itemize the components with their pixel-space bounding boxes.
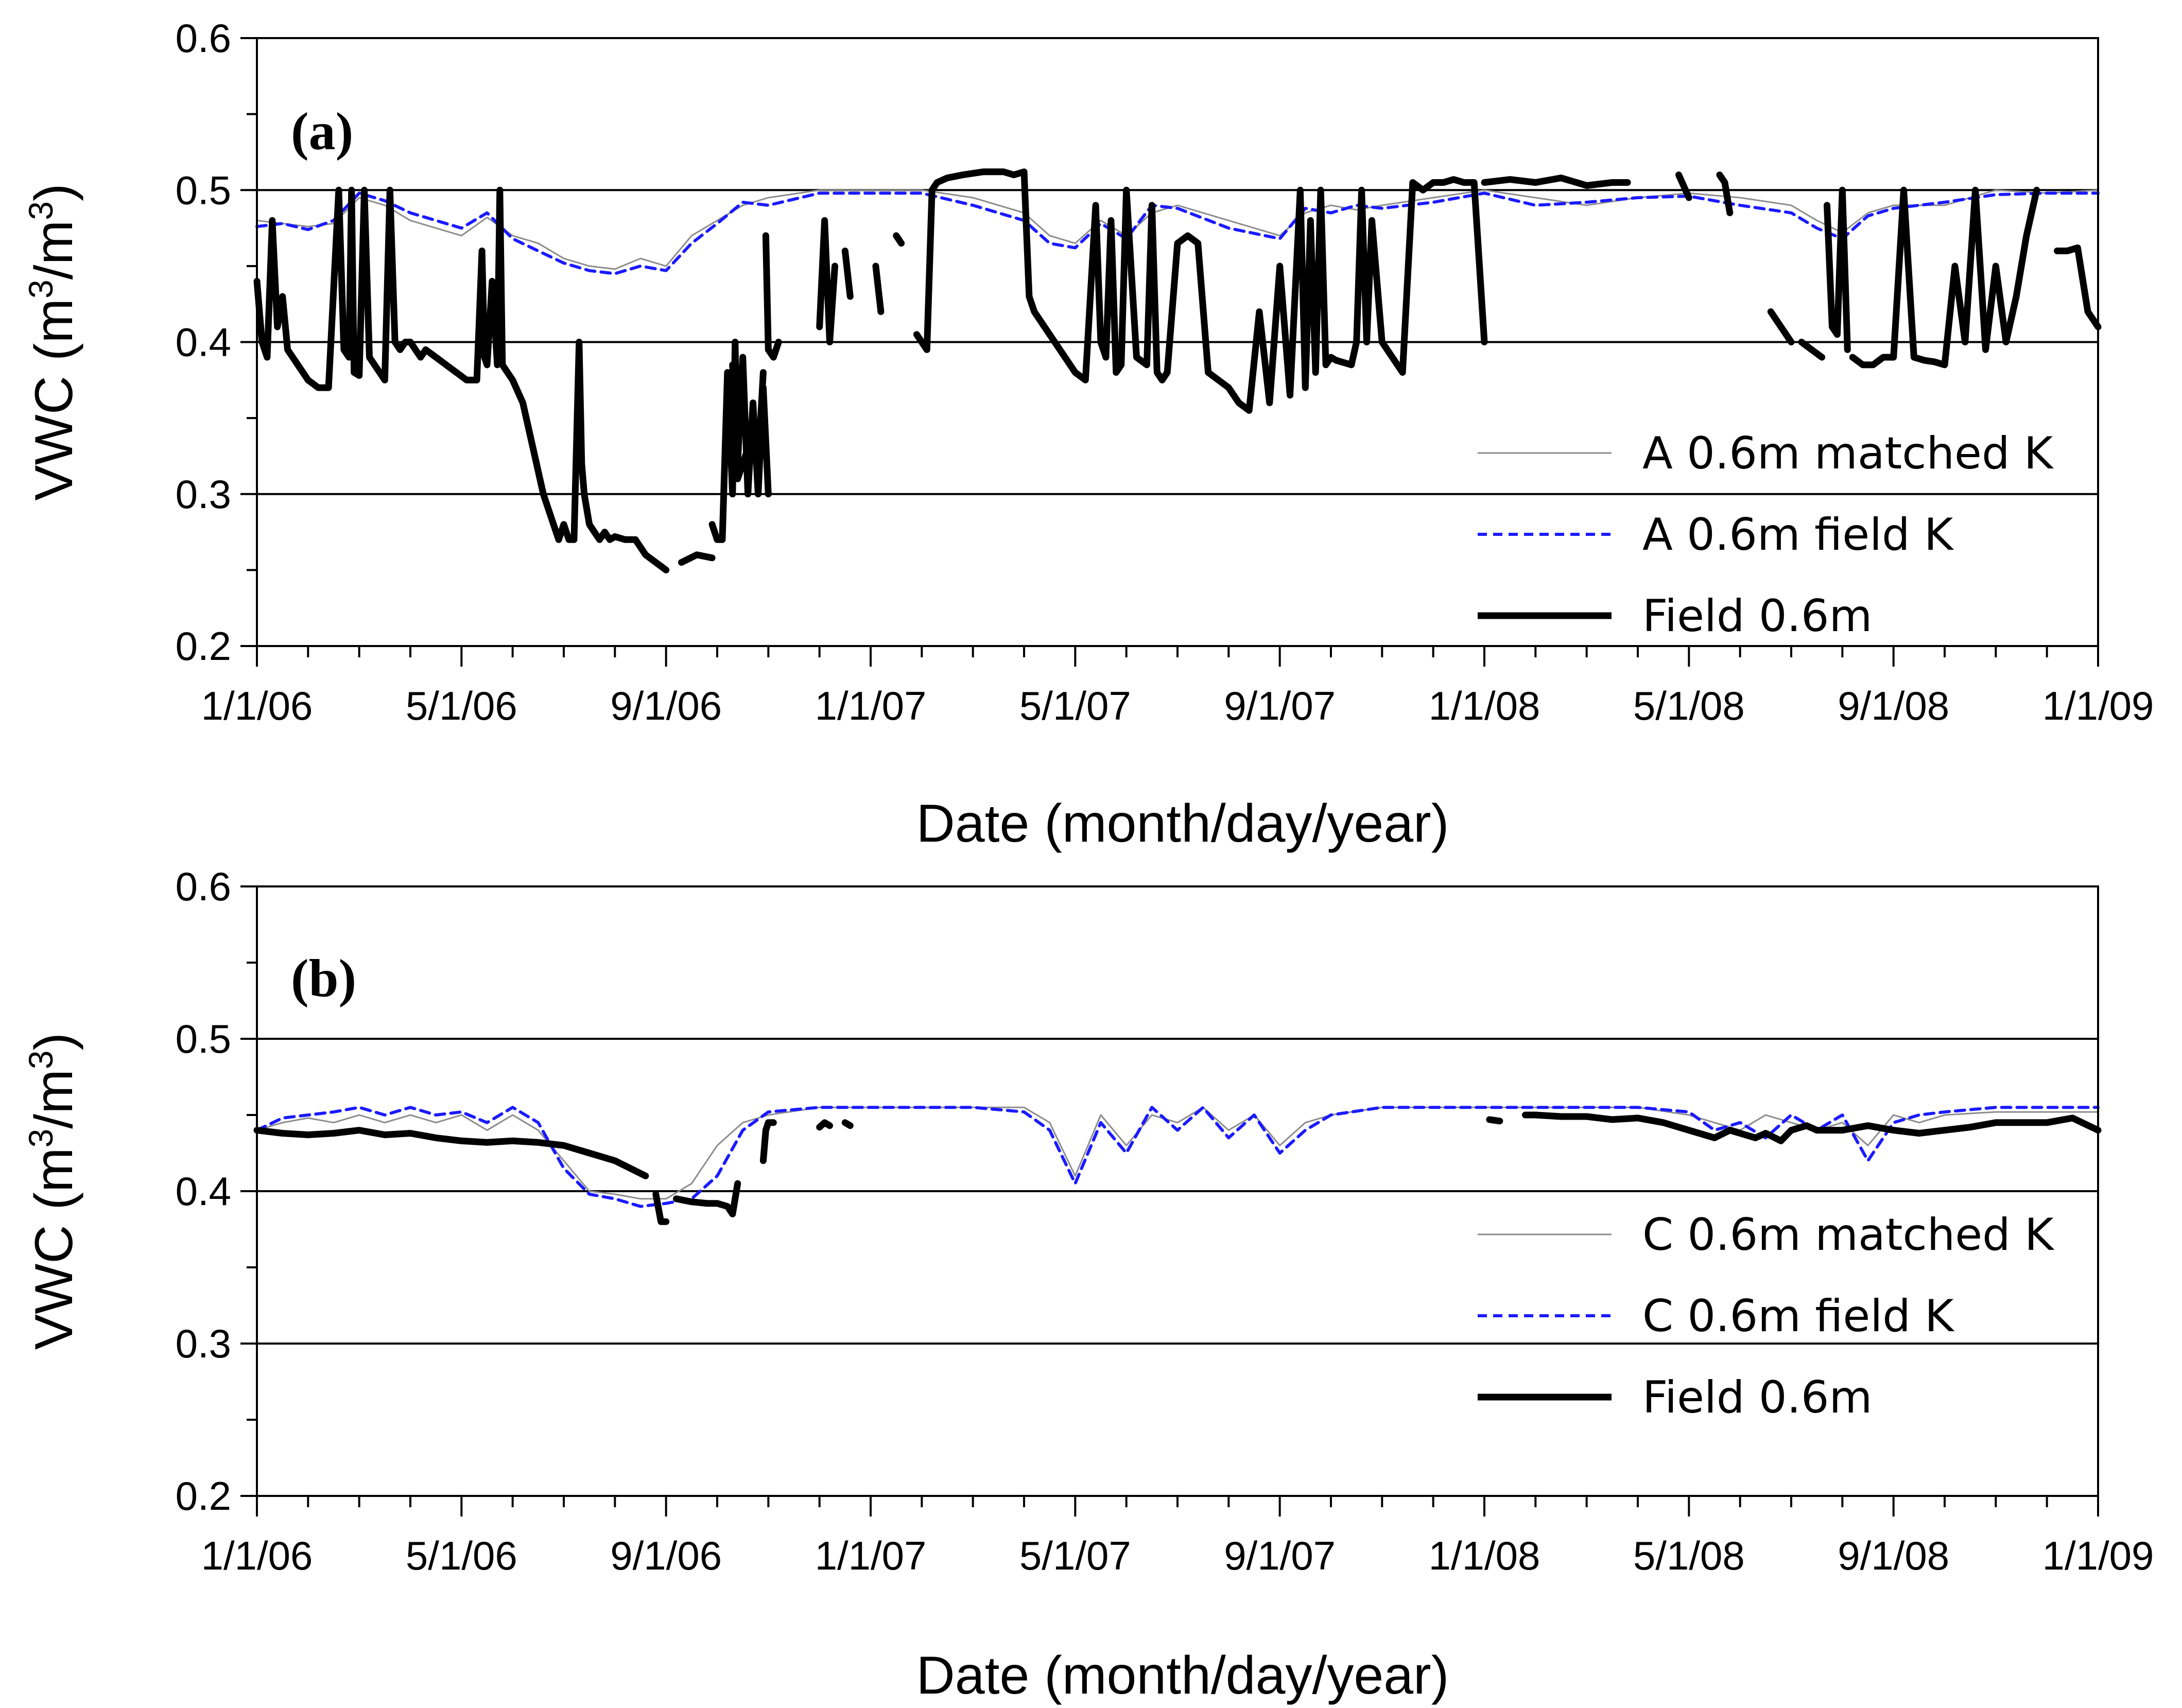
y-tick-label: 0.4 <box>176 1169 231 1214</box>
y-axis-title-part: VWC (m <box>24 1147 84 1350</box>
series-line-field-0-6m <box>1481 175 1631 189</box>
y-tick-label: 0.2 <box>176 1473 231 1519</box>
series-line-field-0-6m <box>1716 171 1734 216</box>
x-tick-label: 9/1/07 <box>1224 1533 1336 1578</box>
series-line-field-0-6m <box>762 232 782 361</box>
series-line-field-0-6m <box>913 168 1488 414</box>
y-tick-label: 0.6 <box>176 864 231 909</box>
y-tick-label: 0.3 <box>176 1321 231 1366</box>
legend-label: Field 0.6m <box>1642 1372 1872 1423</box>
series-line-field-0-6m <box>652 1191 670 1225</box>
y-tick-label: 0.2 <box>176 623 231 669</box>
y-axis-title-part: /m <box>24 1069 84 1129</box>
x-tick-label: 5/1/08 <box>1633 1533 1745 1578</box>
x-tick-label: 9/1/06 <box>610 683 722 728</box>
series-line-field-0-6m <box>893 232 905 247</box>
x-tick-label: 5/1/07 <box>1019 1533 1131 1578</box>
series-line-field-0-6m <box>729 361 767 482</box>
panel-label: (b) <box>291 949 356 1008</box>
x-axis-title: Date (month/day/year) <box>916 1646 1449 1705</box>
y-axis-title-superscript: 3 <box>22 280 60 299</box>
chart-panel-b: 0.6 0.5 0.4 0.3 0.2 1/1/06 5/1/06 9/1/06 1/1/07 5… <box>22 864 2154 1705</box>
x-tick-label: 9/1/06 <box>610 1533 722 1578</box>
x-tick-label: 5/1/06 <box>406 683 517 728</box>
legend-label: A 0.6m field K <box>1642 509 1954 561</box>
series-line-field-0-6m <box>1767 308 1795 345</box>
legend-label: A 0.6m matched K <box>1642 428 2054 479</box>
y-axis-title-superscript: 3 <box>22 201 60 220</box>
y-axis-title-part: VWC (m <box>24 299 84 501</box>
y-axis-title-superscript: 3 <box>22 1129 60 1148</box>
x-tick-label: 9/1/07 <box>1224 683 1336 728</box>
series-line-field-0-6m <box>253 1127 649 1179</box>
y-tick-label: 0.6 <box>176 15 231 61</box>
y-tick-label: 0.4 <box>176 320 231 365</box>
x-tick-label: 5/1/08 <box>1633 683 1745 728</box>
x-tick-label: 1/1/06 <box>201 683 313 728</box>
series-line-a-0-6m-matched-k <box>256 189 2099 270</box>
series-line-a-0-6m-field-k <box>255 191 2100 275</box>
legend-label: C 0.6m field K <box>1642 1291 1955 1342</box>
x-tick-label: 9/1/08 <box>1838 683 1949 728</box>
x-tick-label: 1/1/09 <box>2042 1533 2154 1578</box>
series-line-field-0-6m <box>1486 1116 1503 1125</box>
series-line-field-0-6m <box>1798 339 1826 361</box>
series-line-field-0-6m <box>816 1119 833 1131</box>
x-tick-label: 9/1/08 <box>1838 1533 1949 1578</box>
series-line-c-0-6m-matched-k <box>256 1106 2099 1200</box>
series-line-field-0-6m <box>1675 171 1692 201</box>
y-axis-title-part: ) <box>24 1033 84 1051</box>
panel-label: (a) <box>291 102 353 161</box>
y-tick-label: 0.5 <box>176 1016 231 1061</box>
legend-label: C 0.6m matched K <box>1642 1209 2055 1261</box>
y-axis-title-superscript: 3 <box>22 1050 60 1069</box>
x-tick-label: 1/1/08 <box>1429 1533 1540 1578</box>
series-line-field-0-6m <box>872 263 885 315</box>
series-line-field-0-6m <box>841 247 854 300</box>
x-tick-label: 1/1/08 <box>1429 683 1540 728</box>
chart-panel-a: 0.6 0.5 0.4 0.3 0.2 1/1/06 5/1/06 9/1/06 1/1/07 5… <box>22 15 2154 853</box>
y-tick-label: 0.3 <box>176 472 231 517</box>
series-line-field-0-6m <box>816 217 838 345</box>
series-line-field-0-6m <box>1522 1111 2102 1144</box>
legend-label: Field 0.6m <box>1642 590 1872 642</box>
y-tick-label: 0.5 <box>176 167 231 213</box>
x-tick-label: 5/1/06 <box>406 1533 517 1578</box>
series-line-field-0-6m <box>632 536 670 573</box>
series-line-field-0-6m <box>1824 186 1851 353</box>
y-axis-title-part: /m <box>24 220 84 280</box>
y-axis-title-part: ) <box>24 183 84 201</box>
x-tick-label: 1/1/09 <box>2042 683 2154 728</box>
x-tick-label: 1/1/06 <box>201 1533 313 1578</box>
x-tick-label: 5/1/07 <box>1019 683 1131 728</box>
x-tick-label: 1/1/07 <box>815 683 927 728</box>
series-line-field-0-6m <box>2054 244 2102 330</box>
series-line-field-0-6m <box>759 1119 777 1164</box>
series-line-field-0-6m <box>253 186 639 543</box>
series-line-c-0-6m-field-k <box>255 1106 2100 1208</box>
y-axis-title: VWC (m3/m3) <box>22 1033 84 1350</box>
series-line-field-0-6m <box>1849 186 2040 369</box>
series-line-field-0-6m <box>673 1180 741 1217</box>
x-tick-label: 1/1/07 <box>815 1533 927 1578</box>
x-axis-title: Date (month/day/year) <box>916 794 1449 853</box>
series-line-field-0-6m <box>678 551 716 566</box>
series-line-field-0-6m <box>841 1119 854 1129</box>
y-axis-title: VWC (m3/m3) <box>22 183 84 500</box>
